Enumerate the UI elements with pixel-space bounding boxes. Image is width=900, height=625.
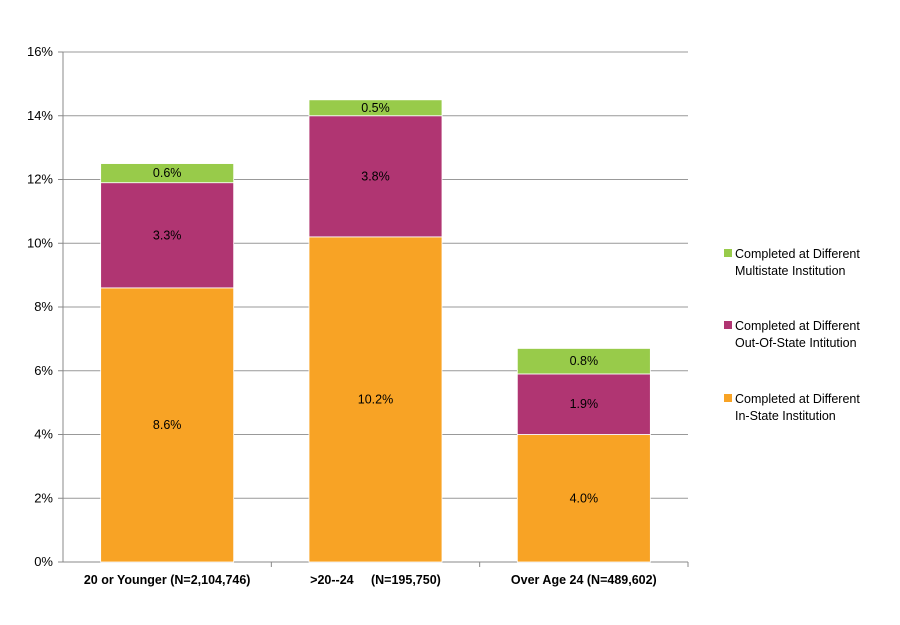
legend-label: Completed at Different — [735, 392, 860, 406]
data-label: 0.6% — [153, 166, 182, 180]
legend-label: Completed at Different — [735, 319, 860, 333]
y-tick-label: 14% — [27, 108, 53, 123]
data-label: 3.8% — [361, 169, 390, 183]
legend-label: Out-Of-State Intitution — [735, 336, 857, 350]
y-tick-label: 10% — [27, 235, 53, 250]
legend-swatch — [724, 394, 732, 402]
legend-label: Multistate Institution — [735, 264, 846, 278]
y-tick-label: 0% — [34, 554, 53, 569]
bar-segment — [308, 236, 443, 563]
bar-segment — [308, 115, 443, 238]
y-tick-label: 12% — [27, 172, 53, 187]
x-tick-label: 20 or Younger (N=2,104,746) — [84, 573, 251, 587]
legend-label: Completed at Different — [735, 247, 860, 261]
legend-swatch — [724, 249, 732, 257]
bar-segment — [516, 434, 651, 563]
bar-segment — [308, 99, 443, 117]
y-tick-label: 6% — [34, 363, 53, 378]
data-label: 0.8% — [570, 354, 599, 368]
bar-segment — [100, 182, 235, 289]
bar-segment — [516, 348, 651, 375]
bar-segment — [100, 163, 235, 184]
y-tick-label: 2% — [34, 490, 53, 505]
legend-swatch — [724, 321, 732, 329]
y-tick-label: 8% — [34, 299, 53, 314]
data-label: 4.0% — [570, 491, 599, 505]
x-tick-label: Over Age 24 (N=489,602) — [511, 573, 657, 587]
data-label: 1.9% — [570, 397, 599, 411]
data-label: 0.5% — [361, 101, 390, 115]
bar-segment — [516, 373, 651, 435]
legend-label: In-State Institution — [735, 409, 836, 423]
data-label: 10.2% — [358, 392, 393, 406]
data-label: 3.3% — [153, 228, 182, 242]
y-tick-label: 4% — [34, 427, 53, 442]
data-label: 8.6% — [153, 418, 182, 432]
x-tick-label: >20--24 (N=195,750) — [310, 573, 441, 587]
y-tick-label: 16% — [27, 44, 53, 59]
